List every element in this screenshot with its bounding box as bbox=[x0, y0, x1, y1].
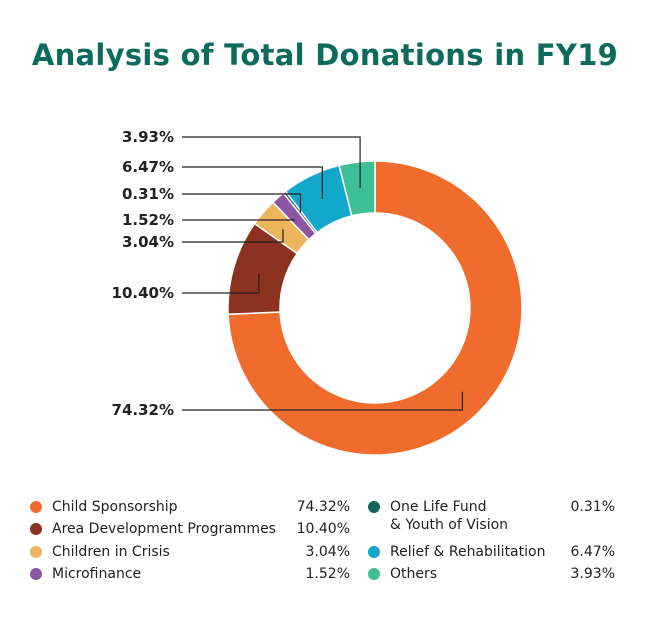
legend-color-dot bbox=[368, 546, 380, 558]
legend-item-microfinance: Microfinance 1.52% bbox=[30, 565, 350, 583]
legend-label-line1: Child Sponsorship bbox=[52, 499, 178, 515]
donut-chart: 74.32% 10.40% 3.04% 1.52% 0.31% 6.47% 3.93% bbox=[112, 128, 523, 456]
legend-item-area-development-programmes: Area Development Programmes 10.40% bbox=[30, 520, 350, 538]
legend-item-child-sponsorship: Child Sponsorship 74.32% bbox=[30, 498, 350, 516]
legend-label-line1: Relief & Rehabilitation bbox=[390, 544, 546, 560]
legend-label-line1: Microfinance bbox=[52, 566, 142, 582]
chart-legend: Child Sponsorship 74.32% Area Development … bbox=[30, 498, 630, 598]
legend-label: Microfinance bbox=[52, 565, 141, 583]
data-label: 0.31% bbox=[122, 185, 174, 203]
legend-label: Child Sponsorship bbox=[52, 498, 178, 516]
callout-line bbox=[182, 136, 361, 188]
legend-value: 3.93% bbox=[570, 566, 615, 582]
callout-microfinance: 1.52% bbox=[122, 211, 296, 229]
callout-line bbox=[182, 229, 284, 243]
callout-line bbox=[182, 193, 302, 213]
callout-one-life-fund-and-youth-of-vision: 0.31% bbox=[122, 185, 302, 213]
legend-label: Children in Crisis bbox=[52, 543, 170, 561]
legend-label-line1: Children in Crisis bbox=[52, 544, 170, 560]
slice-others bbox=[338, 160, 376, 217]
callout-others: 3.93% bbox=[122, 128, 361, 188]
legend-color-dot bbox=[368, 501, 380, 513]
legend-color-dot bbox=[30, 501, 42, 513]
callout-line bbox=[182, 166, 323, 200]
legend-label-line1: Area Development Programmes bbox=[52, 521, 276, 537]
legend-value: 1.52% bbox=[305, 566, 350, 582]
data-label: 6.47% bbox=[122, 158, 174, 176]
legend-value: 74.32% bbox=[296, 499, 350, 515]
legend-color-dot bbox=[30, 546, 42, 558]
legend-color-dot bbox=[30, 523, 42, 535]
legend-item-others: Others 3.93% bbox=[368, 565, 615, 583]
legend-label: One Life Fund & Youth of Vision bbox=[390, 498, 508, 534]
callout-line bbox=[182, 391, 463, 411]
slice-child-sponsorship bbox=[227, 160, 523, 456]
legend-label: Area Development Programmes bbox=[52, 520, 276, 538]
legend-value: 0.31% bbox=[570, 499, 615, 515]
legend-label: Others bbox=[390, 565, 437, 583]
data-label: 3.04% bbox=[122, 233, 174, 251]
data-label: 1.52% bbox=[122, 211, 174, 229]
legend-item-children-in-crisis: Children in Crisis 3.04% bbox=[30, 543, 350, 561]
callout-child-sponsorship: 74.32% bbox=[112, 391, 463, 419]
legend-item-relief-and-rehabilitation: Relief & Rehabilitation 6.47% bbox=[368, 543, 615, 561]
legend-item-one-life-fund: One Life Fund & Youth of Vision 0.31% bbox=[368, 498, 615, 533]
callout-line bbox=[182, 274, 260, 294]
legend-color-dot bbox=[30, 568, 42, 580]
legend-label-line2: & Youth of Vision bbox=[390, 517, 509, 533]
chart-title: Analysis of Total Donations in FY19 bbox=[31, 38, 619, 72]
data-label: 3.93% bbox=[122, 128, 174, 146]
callout-relief-and-rehabilitation: 6.47% bbox=[122, 158, 323, 200]
legend-value: 6.47% bbox=[570, 544, 615, 560]
data-label: 74.32% bbox=[112, 401, 174, 419]
legend-label: Relief & Rehabilitation bbox=[390, 543, 545, 561]
legend-color-dot bbox=[368, 568, 380, 580]
legend-label-line1: One Life Fund bbox=[390, 499, 487, 515]
legend-label-line1: Others bbox=[390, 566, 438, 582]
legend-value: 3.04% bbox=[305, 544, 350, 560]
callout-area-development-programmes: 10.40% bbox=[112, 274, 260, 302]
callout-children-in-crisis: 3.04% bbox=[122, 229, 284, 251]
data-label: 10.40% bbox=[112, 284, 174, 302]
legend-value: 10.40% bbox=[296, 521, 350, 537]
